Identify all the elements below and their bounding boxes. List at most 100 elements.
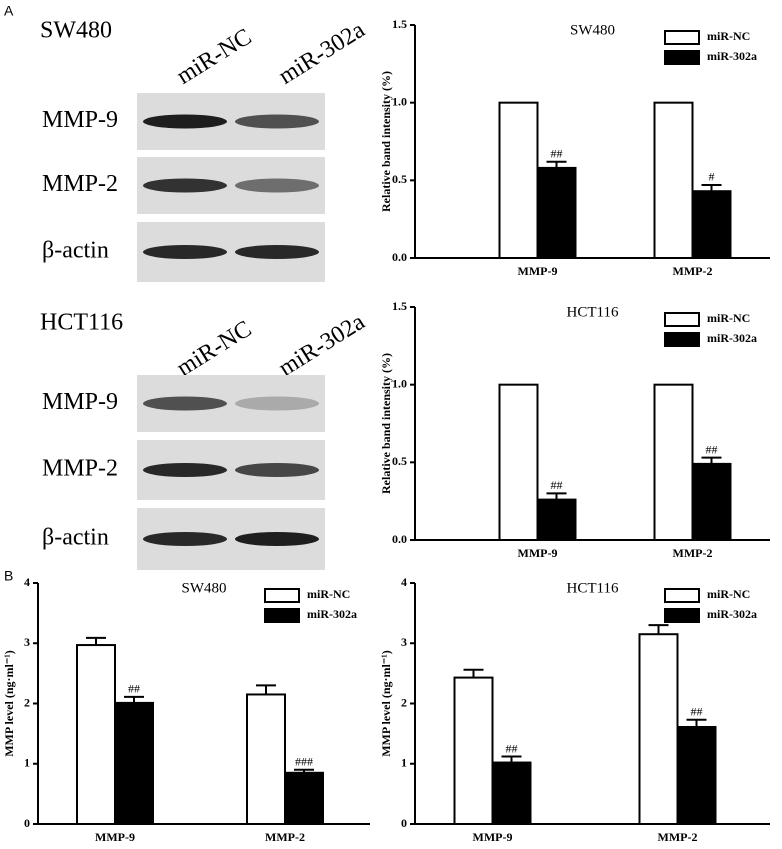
y-axis-label: MMP level (ng·ml⁻¹) [2, 650, 16, 757]
bar [114, 701, 154, 826]
blot-band [143, 178, 227, 193]
legend-swatch [264, 608, 300, 623]
panel-label: A [4, 3, 14, 19]
chart-title: HCT116 [567, 580, 619, 596]
bar [246, 693, 286, 826]
x-tick-label: MMP-9 [95, 830, 135, 844]
chart-title: SW480 [570, 22, 615, 38]
significance-mark: ## [706, 442, 718, 456]
x-tick-label: MMP-9 [473, 830, 513, 844]
legend-label: miR-NC [707, 311, 750, 325]
y-tick-label: 4 [24, 575, 30, 589]
x-tick-label: MMP-2 [658, 830, 698, 844]
blot-band [235, 463, 319, 477]
legend-label: miR-302a [307, 607, 357, 621]
significance-mark: ## [551, 146, 563, 160]
legend-swatch [664, 30, 700, 45]
chart-title: SW480 [182, 580, 227, 596]
blot-band [143, 114, 227, 129]
y-tick-label: 0.0 [392, 250, 407, 264]
significance-mark: # [709, 170, 715, 184]
y-tick-label: 0.5 [392, 172, 407, 186]
bar [653, 383, 694, 541]
error-bar [648, 624, 669, 635]
y-axis-label: Relative band intensity (%) [379, 353, 393, 494]
blot-band [235, 532, 319, 546]
legend-swatch [264, 588, 300, 603]
bar [491, 761, 532, 825]
legend-swatch [664, 608, 700, 623]
significance-mark: ## [128, 682, 140, 696]
error-bar [124, 695, 144, 703]
error-bar [546, 160, 567, 168]
bar [536, 166, 577, 259]
y-axis-label: Relative band intensity (%) [379, 71, 393, 212]
bar [284, 771, 324, 825]
y-tick-label: 1.0 [392, 376, 407, 390]
error-bar [256, 684, 276, 695]
lane-label: miR-302a [274, 17, 369, 90]
error-bar [501, 755, 522, 763]
blot-title: HCT116 [40, 310, 123, 336]
significance-mark: ### [295, 755, 313, 769]
blot-band [143, 245, 227, 259]
y-tick-label: 0 [24, 816, 30, 830]
blot-row-label: MMP-9 [42, 107, 118, 133]
bar [498, 383, 539, 541]
x-tick-label: MMP-2 [265, 830, 305, 844]
legend-label: miR-302a [707, 49, 757, 63]
bar [676, 725, 717, 825]
blot-row-label: β-actin [42, 525, 109, 551]
blot-band [235, 114, 319, 129]
significance-mark: ## [691, 705, 703, 719]
y-tick-label: 1 [401, 756, 407, 770]
legend-label: miR-NC [707, 29, 750, 43]
legend-label: miR-302a [707, 607, 757, 621]
y-tick-label: 1.5 [392, 17, 407, 31]
legend-label: miR-NC [707, 587, 750, 601]
blot-title: SW480 [40, 18, 112, 44]
y-tick-label: 1 [24, 756, 30, 770]
blot-row-label: MMP-9 [42, 389, 118, 415]
bar [453, 676, 494, 826]
bar [536, 498, 577, 542]
y-axis-label: MMP level (ng·ml⁻¹) [379, 650, 393, 757]
x-tick-label: MMP-2 [673, 264, 713, 278]
blot-band [143, 532, 227, 546]
blot-band [143, 463, 227, 477]
legend-swatch [664, 312, 700, 327]
blot-row-label: MMP-2 [42, 171, 118, 197]
legend-label: miR-302a [707, 331, 757, 345]
error-bar [546, 492, 567, 500]
y-tick-label: 4 [401, 575, 407, 589]
error-bar [86, 636, 106, 646]
significance-mark: ## [506, 741, 518, 755]
bar [691, 462, 732, 541]
blot-band [235, 178, 319, 193]
bar [498, 101, 539, 259]
bar [76, 644, 116, 825]
bar [691, 190, 732, 259]
y-tick-label: 2 [24, 695, 30, 709]
panel-label: B [4, 568, 13, 584]
legend-label: miR-NC [307, 587, 350, 601]
blot-row-label: MMP-2 [42, 456, 118, 482]
legend-swatch [664, 588, 700, 603]
blot-band [143, 396, 227, 411]
significance-mark: ## [551, 478, 563, 492]
lane-label: miR-302a [274, 309, 369, 382]
error-bar [686, 718, 707, 727]
x-tick-label: MMP-9 [518, 264, 558, 278]
y-tick-label: 0 [401, 816, 407, 830]
y-tick-label: 3 [24, 635, 30, 649]
y-tick-label: 3 [401, 635, 407, 649]
y-tick-label: 2 [401, 695, 407, 709]
error-bar [701, 183, 722, 192]
error-bar [463, 668, 484, 678]
blot-band [235, 396, 319, 411]
x-tick-label: MMP-2 [673, 546, 713, 560]
lane-label: miR-NC [172, 24, 256, 90]
y-tick-label: 0.5 [392, 454, 407, 468]
error-bar [294, 768, 314, 773]
